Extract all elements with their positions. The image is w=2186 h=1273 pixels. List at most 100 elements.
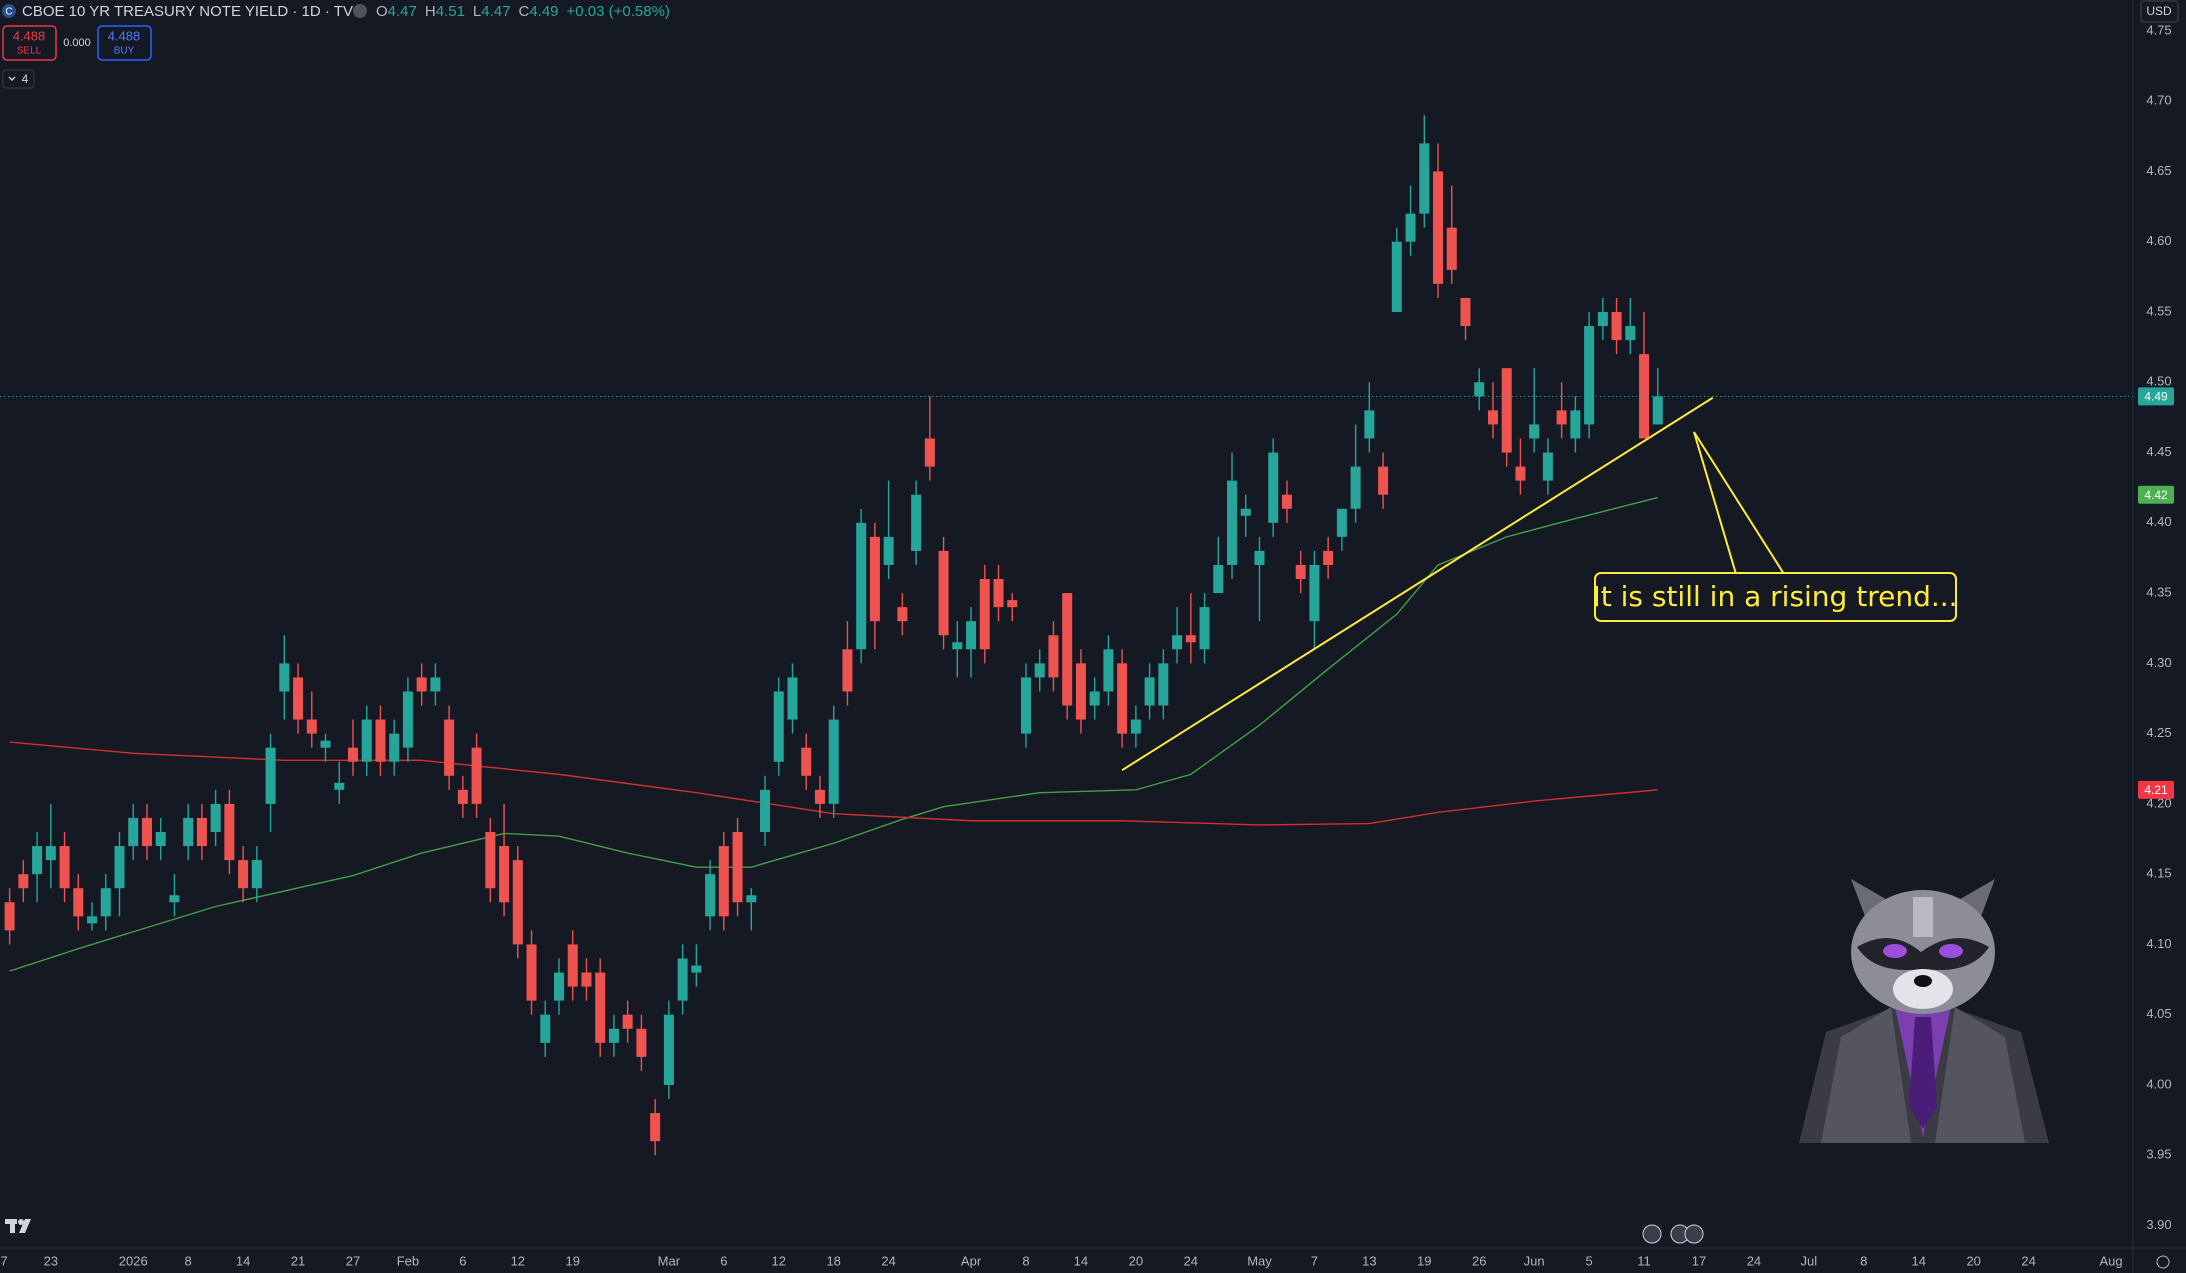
candle-body [801, 747, 812, 776]
candle-body [196, 817, 207, 847]
price-tag [2138, 780, 2174, 799]
symbol-title: CBOE 10 YR TREASURY NOTE YIELD · 1D · TV… [22, 3, 364, 20]
candle-body [663, 1014, 674, 1085]
y-tick-label: 4.30 [2146, 655, 2171, 670]
candle-body [1515, 466, 1526, 481]
sell-button[interactable] [2, 25, 57, 61]
candle-body [1254, 550, 1265, 565]
candle-body [787, 677, 798, 720]
chevron [8, 76, 16, 81]
candle-body [1625, 326, 1636, 341]
tv-logo [5, 1219, 31, 1233]
ohlc: O4.47 H4.51 L4.47 C4.49 +0.03 (+0.58%) [376, 3, 670, 20]
candle-body [622, 1014, 633, 1029]
candle-body [1020, 677, 1031, 734]
candle-body [306, 719, 317, 734]
candle-body [279, 663, 290, 692]
candle-body [1460, 297, 1471, 327]
candle-body [141, 817, 152, 847]
candle-body [512, 860, 523, 945]
price-tag-label: 4.42 [2144, 488, 2168, 502]
market-status [353, 4, 367, 18]
x-tick-label: May [1247, 1253, 1272, 1268]
x-tick-label: 20 [1966, 1253, 1980, 1268]
candle-body [883, 536, 894, 565]
candle-body [1309, 564, 1320, 622]
candle-body [608, 1028, 619, 1043]
annotation-box [1594, 572, 1957, 622]
x-tick-label: 8 [1022, 1253, 1029, 1268]
candle-body [1350, 466, 1361, 509]
x-tick-label: 17 [1692, 1253, 1706, 1268]
y-tick-label: 4.25 [2146, 725, 2171, 740]
x-tick-label: 14 [1912, 1253, 1926, 1268]
candle-body [554, 972, 565, 1001]
x-tick-label: 24 [881, 1253, 895, 1268]
candle-body [705, 874, 716, 917]
candle-body [595, 972, 606, 1043]
candle-body [1089, 691, 1100, 706]
price-tag-label: 4.49 [2144, 389, 2168, 403]
y-tick-label: 4.55 [2146, 303, 2171, 318]
symbol-logo-letter: C [5, 7, 12, 18]
candle-body [210, 803, 221, 832]
ohlc-key: L [473, 3, 481, 20]
candle-body [1556, 410, 1567, 425]
ohlc-key: O [376, 3, 388, 20]
spread: 0.000 [63, 37, 91, 49]
candle-body [224, 803, 235, 861]
candle-body [1652, 396, 1663, 425]
candle-body [87, 916, 98, 924]
candle-body [650, 1113, 661, 1142]
candle-body [814, 789, 825, 804]
candle-body [334, 782, 345, 790]
price-tag-label: 4.21 [2144, 783, 2168, 797]
price-tag [2138, 485, 2174, 504]
ohlc-key: C [518, 3, 529, 20]
candle-body [293, 677, 304, 720]
settings-button[interactable] [2156, 1255, 2170, 1269]
ohlc-key: H [425, 3, 436, 20]
x-tick-label: 12 [511, 1253, 525, 1268]
candle-body [1213, 564, 1224, 594]
ohlc-value: 4.47 [481, 3, 510, 20]
candle-body [430, 677, 441, 692]
y-tick-label: 4.05 [2146, 1006, 2171, 1021]
x-tick-label: 14 [236, 1253, 250, 1268]
candle-body [760, 789, 771, 832]
x-tick-label: 5 [1585, 1253, 1592, 1268]
candle-body [567, 944, 578, 987]
candle-body [1597, 312, 1608, 327]
candle-body [540, 1014, 551, 1043]
y-tick-label: 4.70 [2146, 93, 2171, 108]
candle-body [169, 895, 180, 903]
indicators-toggle[interactable] [2, 69, 35, 89]
candle-body [45, 846, 56, 861]
x-tick-label: 23 [44, 1253, 58, 1268]
x-tick-label: Mar [658, 1253, 681, 1268]
x-tick-label: 6 [459, 1253, 466, 1268]
candle-body [73, 888, 84, 917]
candle-body [265, 747, 276, 804]
x-tick-label: Jun [1524, 1253, 1545, 1268]
currency-button[interactable] [2140, 0, 2179, 23]
buy-button[interactable] [97, 25, 152, 61]
candle-body [1501, 368, 1512, 453]
candle-body [924, 438, 935, 467]
moving-average [9, 496, 1658, 972]
candle-body [128, 817, 139, 847]
axes: 3.90 3.95 4.00 4.05 4.10 4.15 4.20 4.25 4.30 4.35… [1, 22, 2174, 1268]
x-tick-label: 24 [1747, 1253, 1761, 1268]
candle-body [993, 579, 1004, 608]
y-tick-label: 4.35 [2146, 585, 2171, 600]
moving-average [9, 741, 1658, 826]
event-icons [1642, 1224, 1704, 1244]
candle-body [856, 522, 867, 650]
candle-body [869, 536, 880, 622]
x-tick-label: Jul [1801, 1253, 1818, 1268]
candle-body [1419, 143, 1430, 214]
candle-body [1103, 649, 1114, 692]
ohlc-value: 4.47 [388, 3, 417, 20]
candle-body [59, 846, 70, 889]
